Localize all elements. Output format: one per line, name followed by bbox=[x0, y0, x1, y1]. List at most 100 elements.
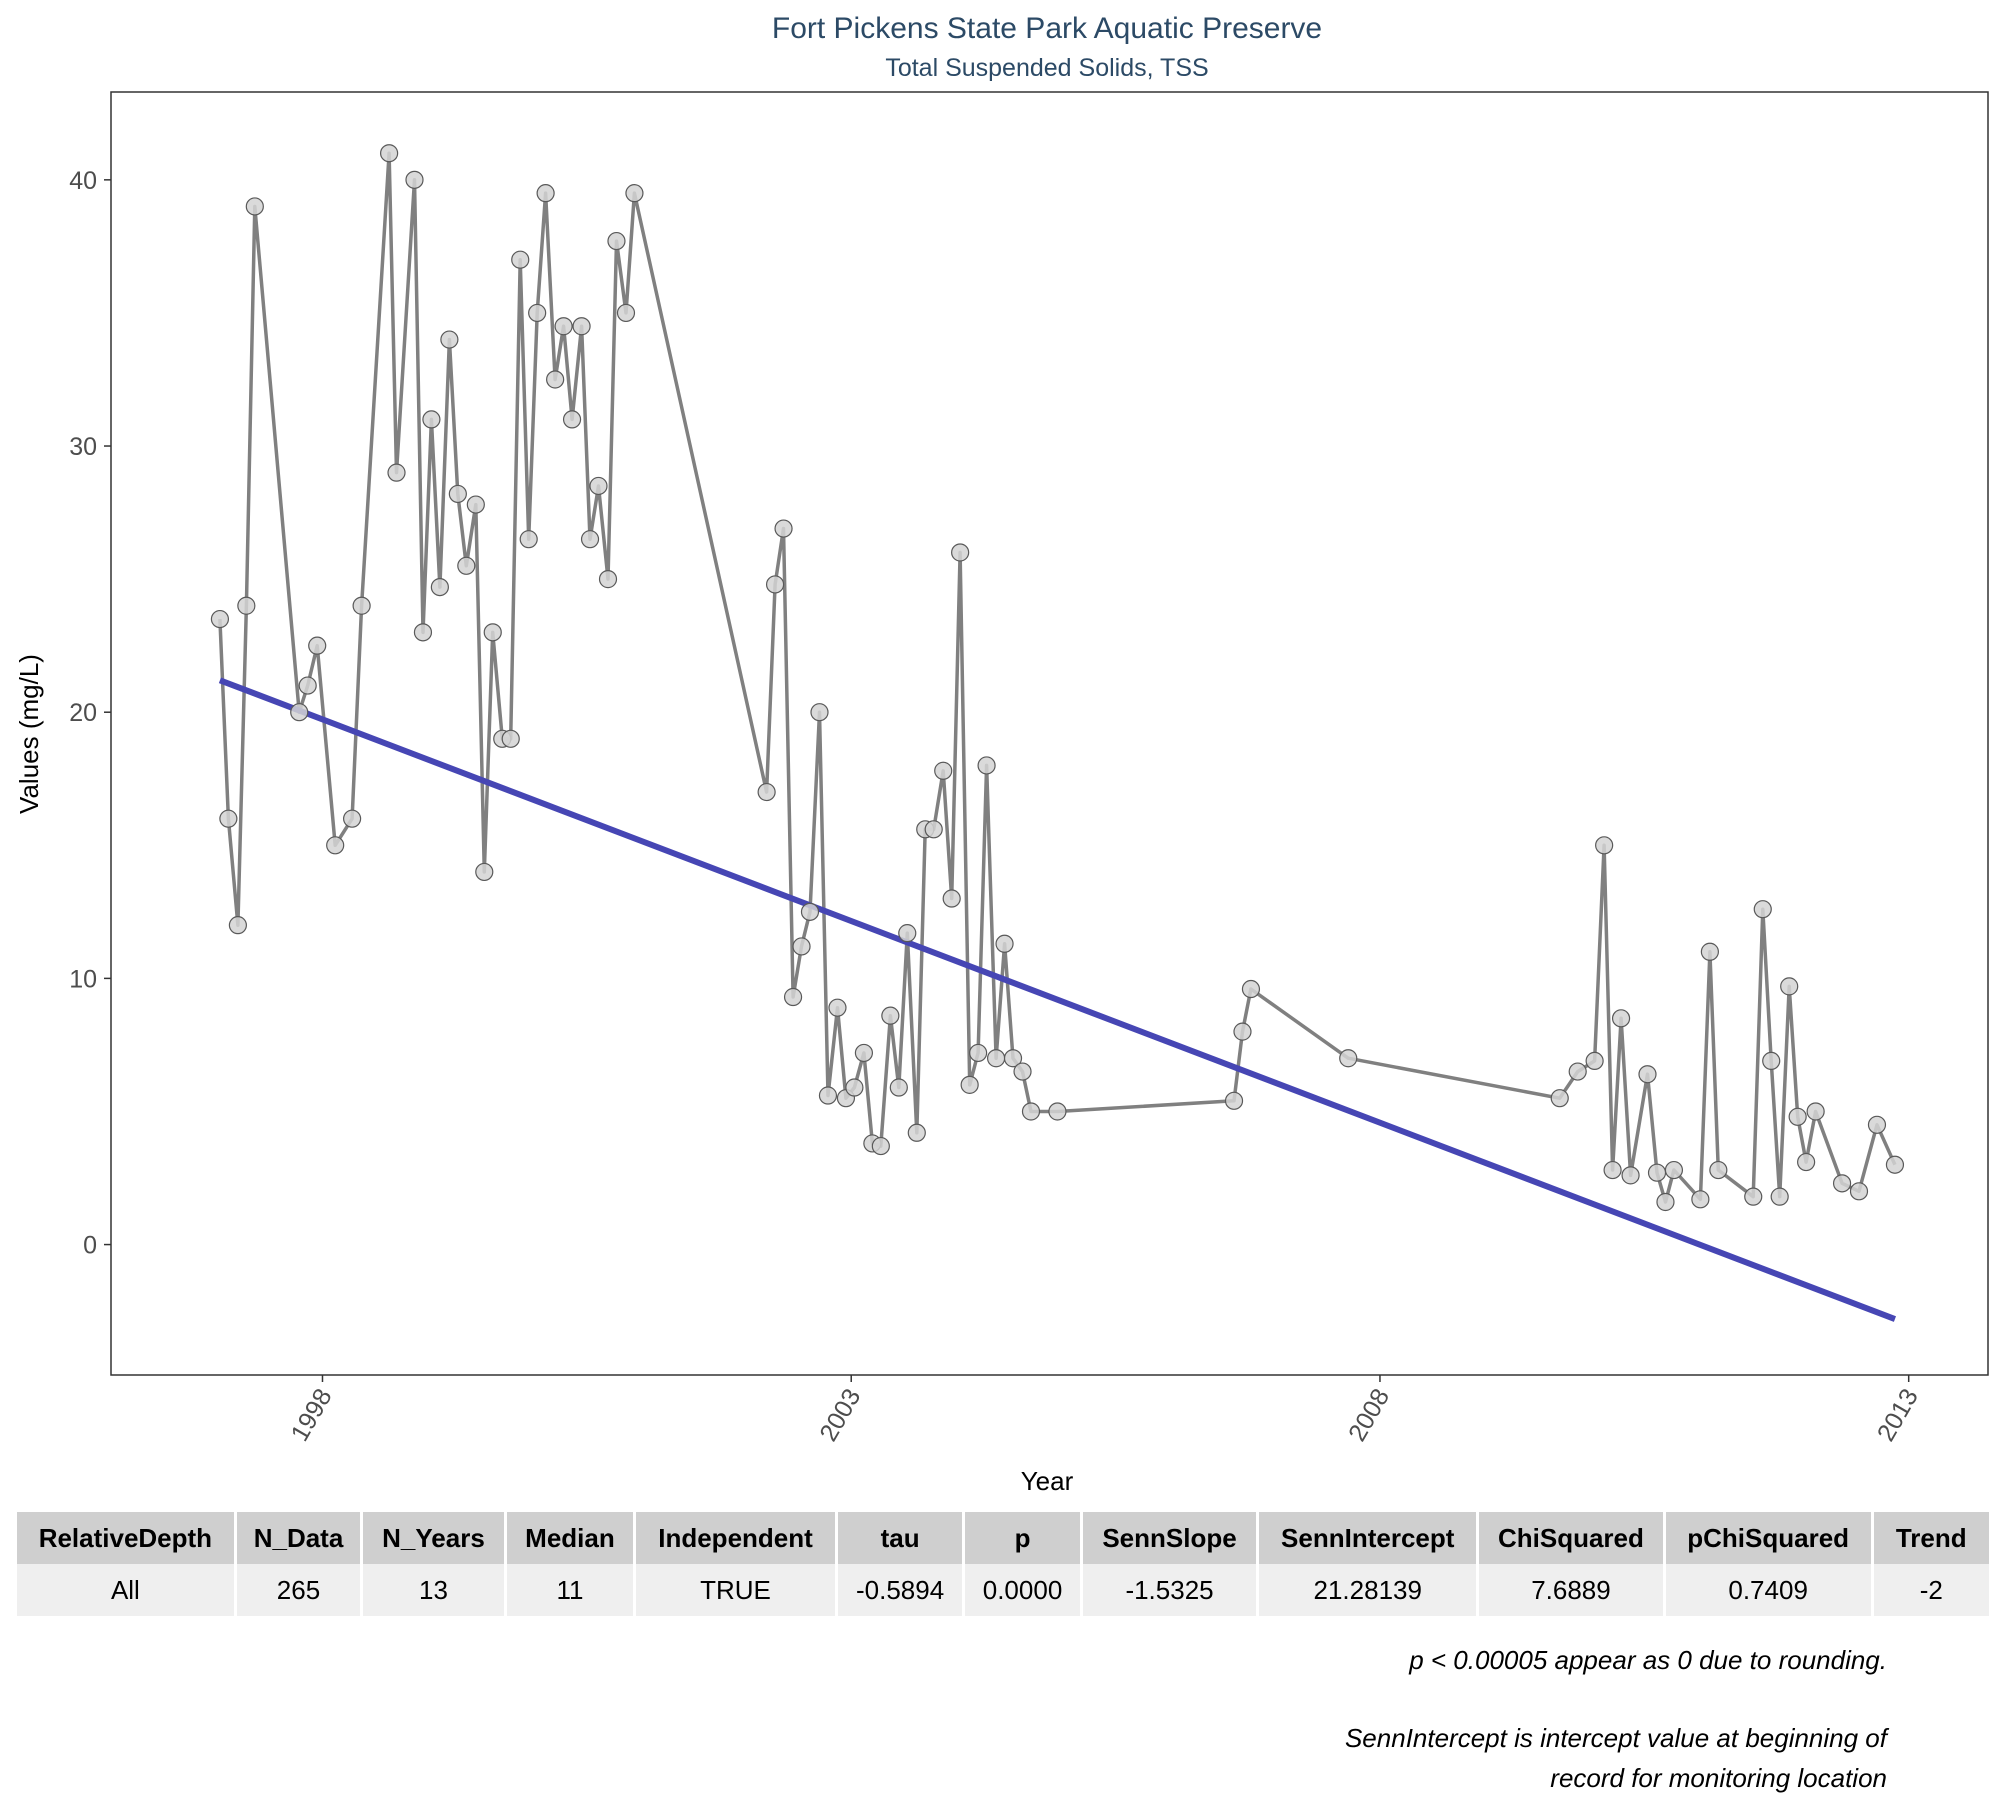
data-point bbox=[774, 519, 793, 538]
data-point bbox=[1780, 977, 1799, 996]
data-point bbox=[1339, 1049, 1358, 1068]
data-point bbox=[1797, 1152, 1816, 1172]
data-point bbox=[430, 577, 449, 597]
data-point bbox=[405, 170, 424, 189]
table-cell: 0.7409 bbox=[1665, 1564, 1871, 1616]
table-cell: 11 bbox=[506, 1564, 634, 1616]
data-point bbox=[448, 484, 467, 504]
data-point bbox=[1224, 1091, 1244, 1110]
data-point bbox=[245, 197, 264, 216]
data-point bbox=[219, 809, 238, 828]
data-point bbox=[466, 495, 485, 514]
table-cell: All bbox=[17, 1564, 234, 1616]
data-point bbox=[228, 916, 247, 935]
data-point bbox=[783, 987, 803, 1007]
data-point bbox=[986, 1049, 1006, 1068]
table-header-cell: tau bbox=[837, 1512, 963, 1564]
data-point bbox=[1832, 1174, 1852, 1193]
data-point bbox=[1770, 1187, 1789, 1206]
data-point bbox=[1753, 900, 1772, 919]
data-point bbox=[1656, 1192, 1675, 1212]
data-point bbox=[1806, 1102, 1825, 1121]
table-cell: TRUE bbox=[636, 1564, 835, 1616]
data-point bbox=[352, 596, 371, 615]
data-point bbox=[326, 836, 345, 855]
data-point bbox=[1013, 1062, 1032, 1081]
data-point bbox=[1664, 1160, 1684, 1180]
x-tick-label: 1998 bbox=[286, 1384, 338, 1446]
data-point bbox=[1241, 979, 1261, 999]
data-point bbox=[1762, 1051, 1781, 1071]
data-point bbox=[546, 370, 565, 389]
data-point bbox=[380, 144, 399, 163]
data-point bbox=[387, 463, 406, 482]
data-point bbox=[589, 476, 608, 496]
x-axis-title: Year bbox=[1021, 1466, 1074, 1496]
table-header-cell: Trend bbox=[1873, 1512, 1989, 1564]
data-point bbox=[554, 317, 573, 336]
data-point bbox=[616, 303, 636, 323]
data-point bbox=[969, 1043, 988, 1063]
data-point bbox=[871, 1136, 890, 1156]
series-layer bbox=[210, 144, 1905, 1322]
data-point bbox=[898, 924, 917, 943]
data-point bbox=[413, 623, 433, 642]
table-header-cell: SennSlope bbox=[1082, 1512, 1257, 1564]
table-header-cell: SennIntercept bbox=[1259, 1512, 1477, 1564]
data-point bbox=[598, 570, 618, 589]
x-axis: 1998 2003 2008 2013 bbox=[286, 1375, 1924, 1446]
data-point bbox=[1788, 1107, 1807, 1126]
table-cell: 13 bbox=[363, 1564, 504, 1616]
table-cell: -0.5894 bbox=[837, 1564, 963, 1616]
data-point bbox=[1885, 1155, 1905, 1174]
data-point bbox=[800, 902, 820, 921]
data-point bbox=[1709, 1160, 1728, 1180]
data-point bbox=[536, 184, 555, 203]
chart-subtitle: Total Suspended Solids, TSS bbox=[885, 54, 1208, 82]
data-point bbox=[511, 250, 530, 269]
data-point bbox=[845, 1078, 864, 1097]
data-point bbox=[475, 862, 494, 882]
table-header-cell: Median bbox=[506, 1512, 634, 1564]
rounding-note-text: p < 0.00005 appear as 0 due to rounding. bbox=[1409, 1645, 1887, 1675]
data-point bbox=[1048, 1102, 1067, 1121]
data-point bbox=[924, 820, 943, 839]
data-point bbox=[1611, 1009, 1631, 1028]
data-point bbox=[1585, 1051, 1604, 1071]
data-point bbox=[483, 623, 502, 642]
table-header-cell: pChiSquared bbox=[1665, 1512, 1871, 1564]
data-point bbox=[810, 703, 829, 722]
table-header-cell: N_Data bbox=[236, 1512, 361, 1564]
data-point bbox=[607, 231, 626, 251]
table-cell: -2 bbox=[1873, 1564, 1989, 1616]
table-header-cell: N_Years bbox=[363, 1512, 504, 1564]
data-point bbox=[1621, 1166, 1640, 1185]
data-point bbox=[757, 782, 776, 802]
data-point bbox=[1867, 1115, 1887, 1134]
chart: Fort Pickens State Park Aquatic Preserve… bbox=[14, 12, 1989, 1496]
data-point bbox=[237, 596, 256, 615]
data-point bbox=[1691, 1190, 1710, 1209]
data-point bbox=[1744, 1187, 1763, 1206]
data-point bbox=[1568, 1062, 1587, 1081]
data-point bbox=[580, 530, 600, 549]
data-point bbox=[290, 703, 309, 722]
chart-title: Fort Pickens State Park Aquatic Preserve bbox=[772, 12, 1322, 45]
data-point bbox=[562, 410, 582, 429]
data-point bbox=[422, 410, 441, 429]
y-tick-label: 40 bbox=[69, 167, 97, 195]
x-tick-label: 2008 bbox=[1343, 1384, 1395, 1446]
data-point bbox=[765, 575, 785, 594]
data-point bbox=[960, 1075, 979, 1094]
data-point bbox=[995, 934, 1014, 953]
table-body: All 265 13 11 TRUE -0.5894 0.0000 -1.5325 21.281… bbox=[17, 1564, 1989, 1616]
y-tick-label: 30 bbox=[69, 433, 97, 461]
y-tick-label: 20 bbox=[69, 699, 97, 727]
y-axis: 0 10 20 30 40 bbox=[69, 167, 111, 1260]
data-point bbox=[1003, 1049, 1023, 1068]
data-point bbox=[1647, 1163, 1667, 1182]
data-point bbox=[942, 889, 961, 908]
data-point bbox=[440, 330, 459, 349]
x-tick-label: 2003 bbox=[814, 1384, 866, 1446]
y-axis-title: Values (mg/L) bbox=[14, 654, 44, 814]
